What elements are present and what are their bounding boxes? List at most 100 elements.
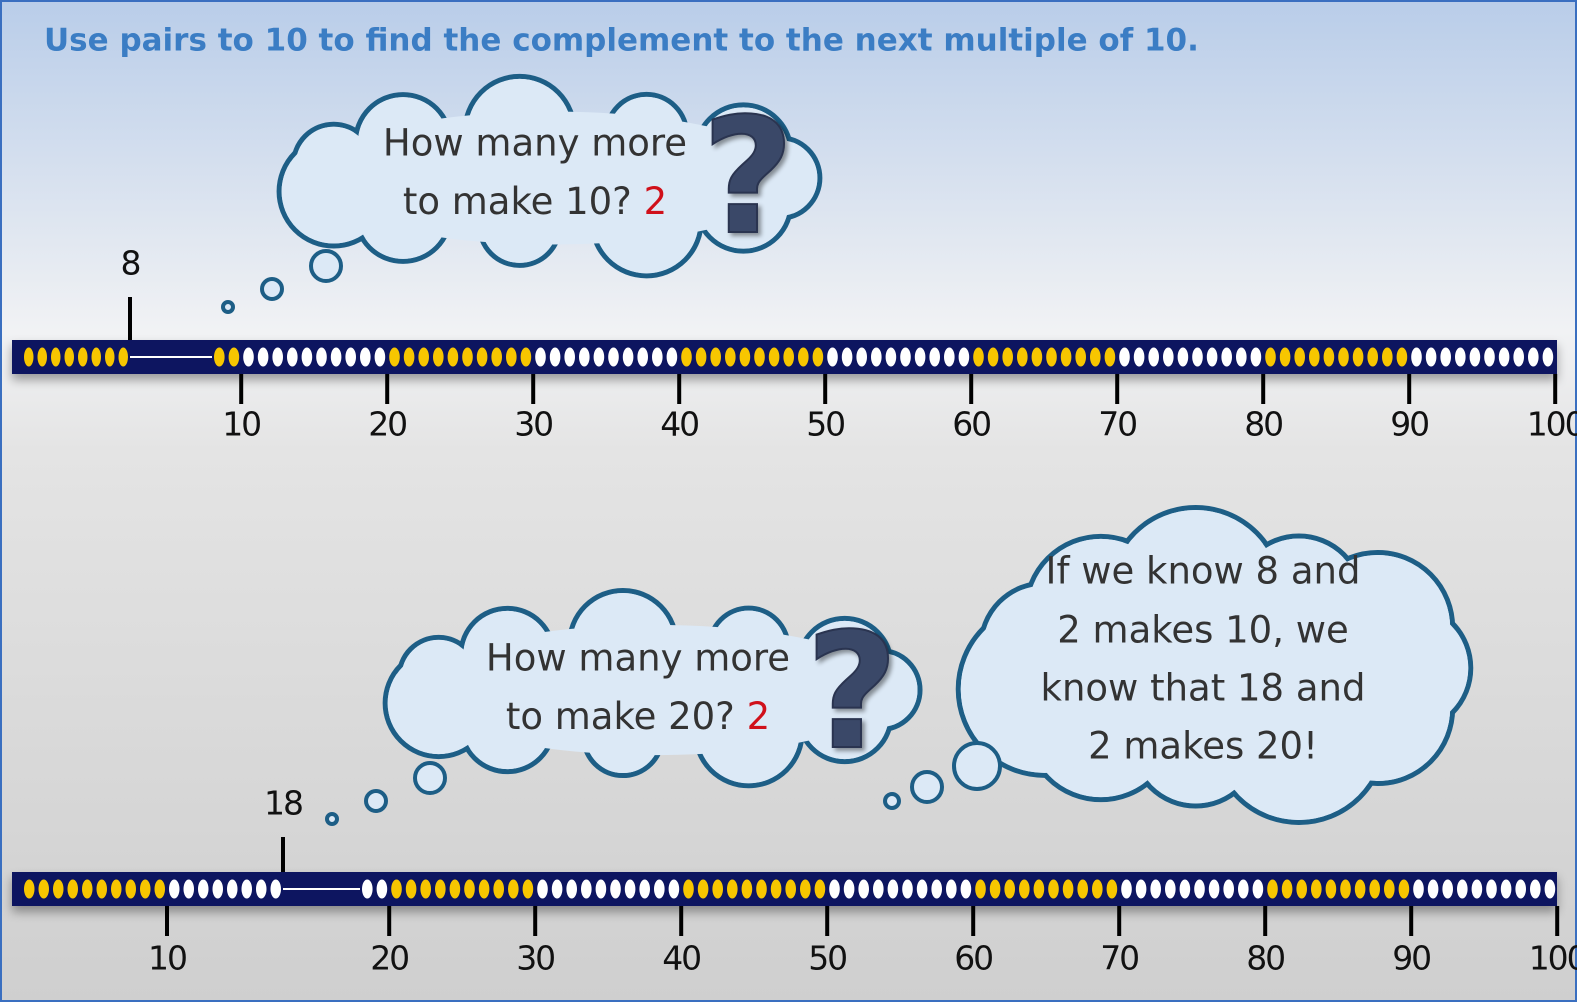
bead	[1542, 347, 1554, 367]
bead	[549, 347, 561, 367]
bead	[493, 879, 505, 899]
bead	[1486, 879, 1498, 899]
question-line: How many more	[383, 122, 687, 165]
bead	[622, 347, 634, 367]
bead	[800, 879, 812, 899]
explanation-line: 2 makes 10, we	[1057, 609, 1349, 652]
bead	[1060, 347, 1072, 367]
bead	[812, 347, 824, 367]
bead	[316, 347, 328, 367]
bead	[652, 347, 664, 367]
question-line: How many more	[486, 637, 790, 680]
bead	[1528, 347, 1540, 367]
bead	[1323, 347, 1335, 367]
tick-label: 100	[1529, 939, 1577, 978]
question-line: to make 20? 2	[506, 695, 770, 738]
bead	[38, 879, 50, 899]
bead	[1192, 347, 1204, 367]
bead	[169, 879, 181, 899]
bead	[1338, 347, 1350, 367]
bead	[105, 347, 116, 367]
bead	[871, 347, 883, 367]
bead	[270, 879, 282, 899]
bead	[403, 347, 415, 367]
bead	[1411, 347, 1423, 367]
bead	[51, 347, 62, 367]
bead	[829, 879, 841, 899]
tick-label: 80	[1244, 405, 1282, 444]
bead	[551, 879, 563, 899]
bead	[257, 347, 269, 367]
bead	[1017, 347, 1029, 367]
bead	[522, 879, 534, 899]
tick-label: 80	[1246, 939, 1284, 978]
bead	[1004, 879, 1016, 899]
bead	[1340, 879, 1352, 899]
tick-label: 40	[662, 939, 700, 978]
bead	[1206, 347, 1218, 367]
bead	[111, 879, 123, 899]
bead	[1092, 879, 1104, 899]
bead	[916, 879, 928, 899]
bead	[741, 879, 753, 899]
bead	[739, 347, 751, 367]
bead	[987, 347, 999, 367]
bead	[1165, 879, 1177, 899]
bead	[1208, 879, 1220, 899]
bead	[1046, 347, 1058, 367]
bead	[1440, 347, 1452, 367]
bead	[873, 879, 885, 899]
bead	[241, 879, 253, 899]
bead	[435, 879, 447, 899]
tick-label: 70	[1098, 405, 1136, 444]
bead	[624, 879, 636, 899]
bead	[478, 879, 490, 899]
explanation-line: 2 makes 20!	[1088, 725, 1318, 768]
bead	[1455, 347, 1467, 367]
tick-label: 60	[952, 405, 990, 444]
bead	[1396, 347, 1408, 367]
bead	[1150, 879, 1162, 899]
bead	[53, 879, 65, 899]
bead	[841, 347, 853, 367]
bead	[1179, 879, 1191, 899]
bead	[770, 879, 782, 899]
bead	[82, 879, 94, 899]
bead	[374, 347, 386, 367]
bead	[491, 347, 503, 367]
bead	[272, 347, 284, 367]
bead	[1135, 879, 1147, 899]
bead	[581, 879, 593, 899]
bead	[1367, 347, 1379, 367]
bead	[1296, 879, 1308, 899]
bead	[535, 347, 547, 367]
question-text: to make 10?	[403, 180, 632, 223]
bead	[24, 879, 36, 899]
marker-label: 18	[264, 784, 302, 823]
bead	[710, 347, 722, 367]
bead	[1265, 347, 1277, 367]
bead	[697, 879, 709, 899]
bead	[1121, 879, 1133, 899]
bead	[125, 879, 137, 899]
bead	[256, 879, 268, 899]
bead	[564, 347, 576, 367]
thought-dot	[327, 814, 337, 824]
bead	[579, 347, 591, 367]
page: Use pairs to 10 to find the complement t…	[0, 0, 1577, 1002]
bead	[1427, 879, 1439, 899]
bead	[856, 347, 868, 367]
bead	[391, 879, 403, 899]
bead	[1194, 879, 1206, 899]
bead	[1119, 347, 1131, 367]
bead	[462, 347, 474, 367]
bead	[798, 347, 810, 367]
bead	[376, 879, 388, 899]
bead	[756, 879, 768, 899]
bead	[639, 879, 651, 899]
thought-dot	[366, 791, 386, 811]
bead	[768, 347, 780, 367]
bead	[666, 347, 678, 367]
bead	[900, 347, 912, 367]
bead	[464, 879, 476, 899]
